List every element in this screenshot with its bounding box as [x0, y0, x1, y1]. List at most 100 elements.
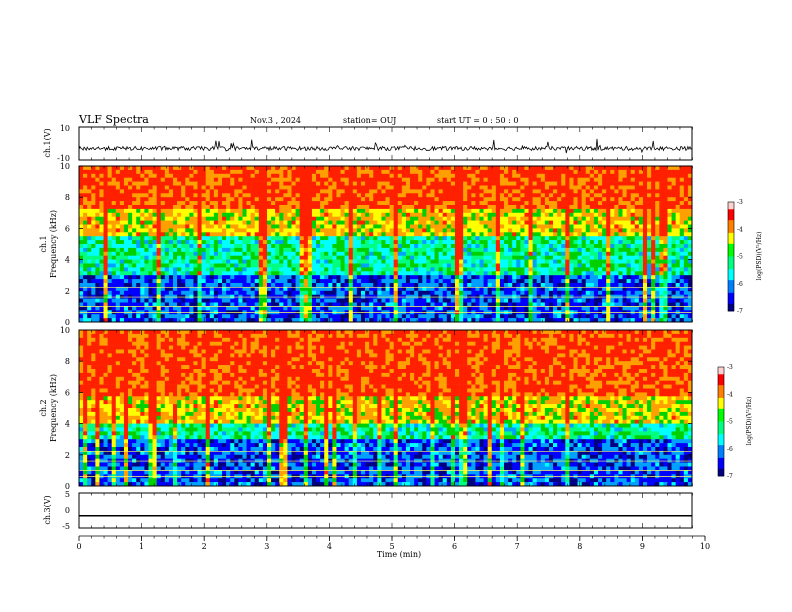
spectrogram-cell [311, 205, 317, 210]
spectrogram-cell [164, 251, 170, 256]
spectrogram-cell [393, 173, 399, 178]
spectrogram-cell [168, 228, 174, 233]
spectrogram-cell [254, 290, 260, 295]
spectrogram-cell [164, 240, 170, 245]
spectrogram-cell [557, 224, 562, 229]
spectrogram-cell [185, 228, 190, 233]
spectrogram-cell [344, 224, 350, 229]
spectrogram-cell [303, 240, 309, 245]
spectrogram-cell [136, 251, 141, 256]
spectrogram-cell [136, 283, 141, 288]
spectrogram-cell [610, 189, 615, 194]
spectrogram-cell [634, 240, 640, 245]
spectrogram-cell [316, 259, 321, 264]
spectrogram-cell [316, 290, 321, 295]
spectrogram-cell [687, 275, 692, 280]
spectrogram-cell [504, 240, 509, 245]
spectrogram-cell [91, 283, 96, 288]
spectrogram-cell [606, 251, 611, 256]
spectrogram-cell [418, 240, 423, 245]
spectrogram-cell [389, 259, 394, 264]
spectrogram-cell [683, 166, 689, 171]
spectrogram-cell [393, 267, 399, 272]
spectrogram-cell [91, 244, 96, 249]
spectrogram-cell [234, 240, 239, 245]
spectrogram-cell [430, 240, 435, 245]
spectrogram-cell [630, 236, 636, 241]
spectrogram-cell [463, 290, 468, 295]
spectrogram-cell [381, 224, 386, 229]
spectrogram-cell [418, 177, 423, 182]
spectrogram-cell [324, 286, 329, 292]
spectrogram-cell [536, 185, 542, 190]
spectrogram-cell [144, 286, 149, 292]
spectrogram-cell [638, 240, 644, 245]
spectrogram-cell [181, 286, 186, 292]
spectrogram-cell [185, 205, 190, 210]
spectrogram-cell [365, 232, 370, 237]
spectrogram-cell [115, 205, 121, 210]
spectrogram-cell [99, 275, 104, 280]
spectrogram-cell [205, 197, 211, 202]
spectrogram-cell [295, 263, 300, 268]
spectrogram-cell [622, 286, 627, 292]
spectrogram-cell [540, 279, 546, 284]
spectrogram-cell [553, 283, 558, 288]
spectrogram-cell [164, 263, 170, 268]
spectrogram-cell [630, 224, 636, 229]
spectrogram-cell [144, 267, 149, 272]
spectrogram-cell [593, 286, 599, 292]
spectrogram-cell [548, 267, 554, 272]
spectrogram-cell [683, 216, 689, 221]
spectrogram-cell [348, 205, 354, 210]
spectrogram-cell [156, 177, 162, 182]
spectrogram-cell [553, 247, 558, 253]
spectrogram-cell [512, 205, 517, 210]
spectrogram-cell [168, 240, 174, 245]
spectrogram-cell [83, 224, 88, 229]
spectrogram-cell [344, 279, 350, 284]
spectrogram-cell [279, 232, 284, 237]
spectrogram-cell [569, 275, 574, 280]
spectrogram-cell [279, 240, 284, 245]
spectrogram-cell [642, 267, 648, 272]
spectrogram-cell [565, 259, 570, 264]
spectrogram-cell [340, 173, 345, 178]
spectrogram-cell [193, 173, 198, 178]
spectrogram-cell [454, 251, 460, 256]
spectrogram-cell [365, 216, 370, 221]
spectrogram-cell [132, 177, 137, 182]
spectrogram-cell [487, 267, 493, 272]
spectrogram-cell [618, 197, 623, 202]
spectrogram-cell [250, 259, 256, 264]
spectrogram-cell [356, 181, 362, 186]
spectrogram-cell [222, 236, 227, 241]
spectrogram-cell [246, 189, 251, 194]
spectrogram-cell [132, 201, 137, 206]
spectrogram-cell [177, 169, 182, 175]
spectrogram-cell [287, 166, 292, 171]
spectrogram-cell [565, 216, 570, 221]
spectrogram-cell [683, 212, 689, 217]
spectrogram-cell [504, 279, 509, 284]
spectrogram-cell [405, 216, 411, 221]
spectrogram-cell [295, 290, 300, 295]
spectrogram-cell [115, 166, 121, 171]
spectrogram-cell [626, 255, 631, 260]
spectrogram-cell [401, 208, 407, 214]
spectrogram-cell [307, 169, 313, 175]
spectrogram-cell [373, 247, 378, 253]
spectrogram-cell [581, 216, 587, 221]
spectrogram-cell [585, 220, 591, 225]
spectrogram-cell [450, 232, 456, 237]
spectrogram-cell [622, 279, 627, 284]
spectrogram-cell [123, 228, 129, 233]
spectrogram-cell [152, 173, 157, 178]
spectrogram-cell [377, 271, 382, 276]
spectrogram-cell [434, 290, 439, 295]
spectrogram-cell [242, 201, 247, 206]
spectrogram-cell [234, 263, 239, 268]
spectrogram-cell [557, 208, 562, 214]
spectrogram-cell [687, 216, 692, 221]
spectrogram-cell [275, 255, 280, 260]
